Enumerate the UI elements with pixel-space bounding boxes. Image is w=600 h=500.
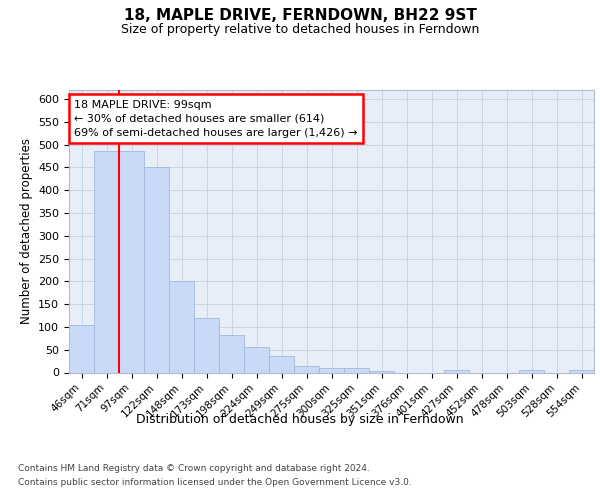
Bar bbox=[519, 370, 544, 372]
Text: Size of property relative to detached houses in Ferndown: Size of property relative to detached ho… bbox=[121, 22, 479, 36]
Text: 18, MAPLE DRIVE, FERNDOWN, BH22 9ST: 18, MAPLE DRIVE, FERNDOWN, BH22 9ST bbox=[124, 8, 476, 22]
Bar bbox=[244, 348, 269, 372]
Bar bbox=[169, 282, 194, 372]
Bar bbox=[219, 335, 244, 372]
Bar bbox=[119, 150, 144, 372]
Bar bbox=[144, 166, 169, 372]
Y-axis label: Number of detached properties: Number of detached properties bbox=[20, 138, 32, 324]
Text: Contains HM Land Registry data © Crown copyright and database right 2024.: Contains HM Land Registry data © Crown c… bbox=[18, 464, 370, 473]
Bar bbox=[269, 356, 294, 372]
Bar bbox=[569, 370, 594, 372]
Bar bbox=[444, 370, 469, 372]
Text: 18 MAPLE DRIVE: 99sqm
← 30% of detached houses are smaller (614)
69% of semi-det: 18 MAPLE DRIVE: 99sqm ← 30% of detached … bbox=[74, 100, 358, 138]
Bar bbox=[344, 368, 369, 372]
Text: Distribution of detached houses by size in Ferndown: Distribution of detached houses by size … bbox=[136, 412, 464, 426]
Bar bbox=[319, 368, 344, 372]
Text: Contains public sector information licensed under the Open Government Licence v3: Contains public sector information licen… bbox=[18, 478, 412, 487]
Bar bbox=[94, 150, 119, 372]
Bar bbox=[369, 371, 394, 372]
Bar bbox=[69, 324, 94, 372]
Bar bbox=[194, 318, 219, 372]
Bar bbox=[294, 366, 319, 372]
